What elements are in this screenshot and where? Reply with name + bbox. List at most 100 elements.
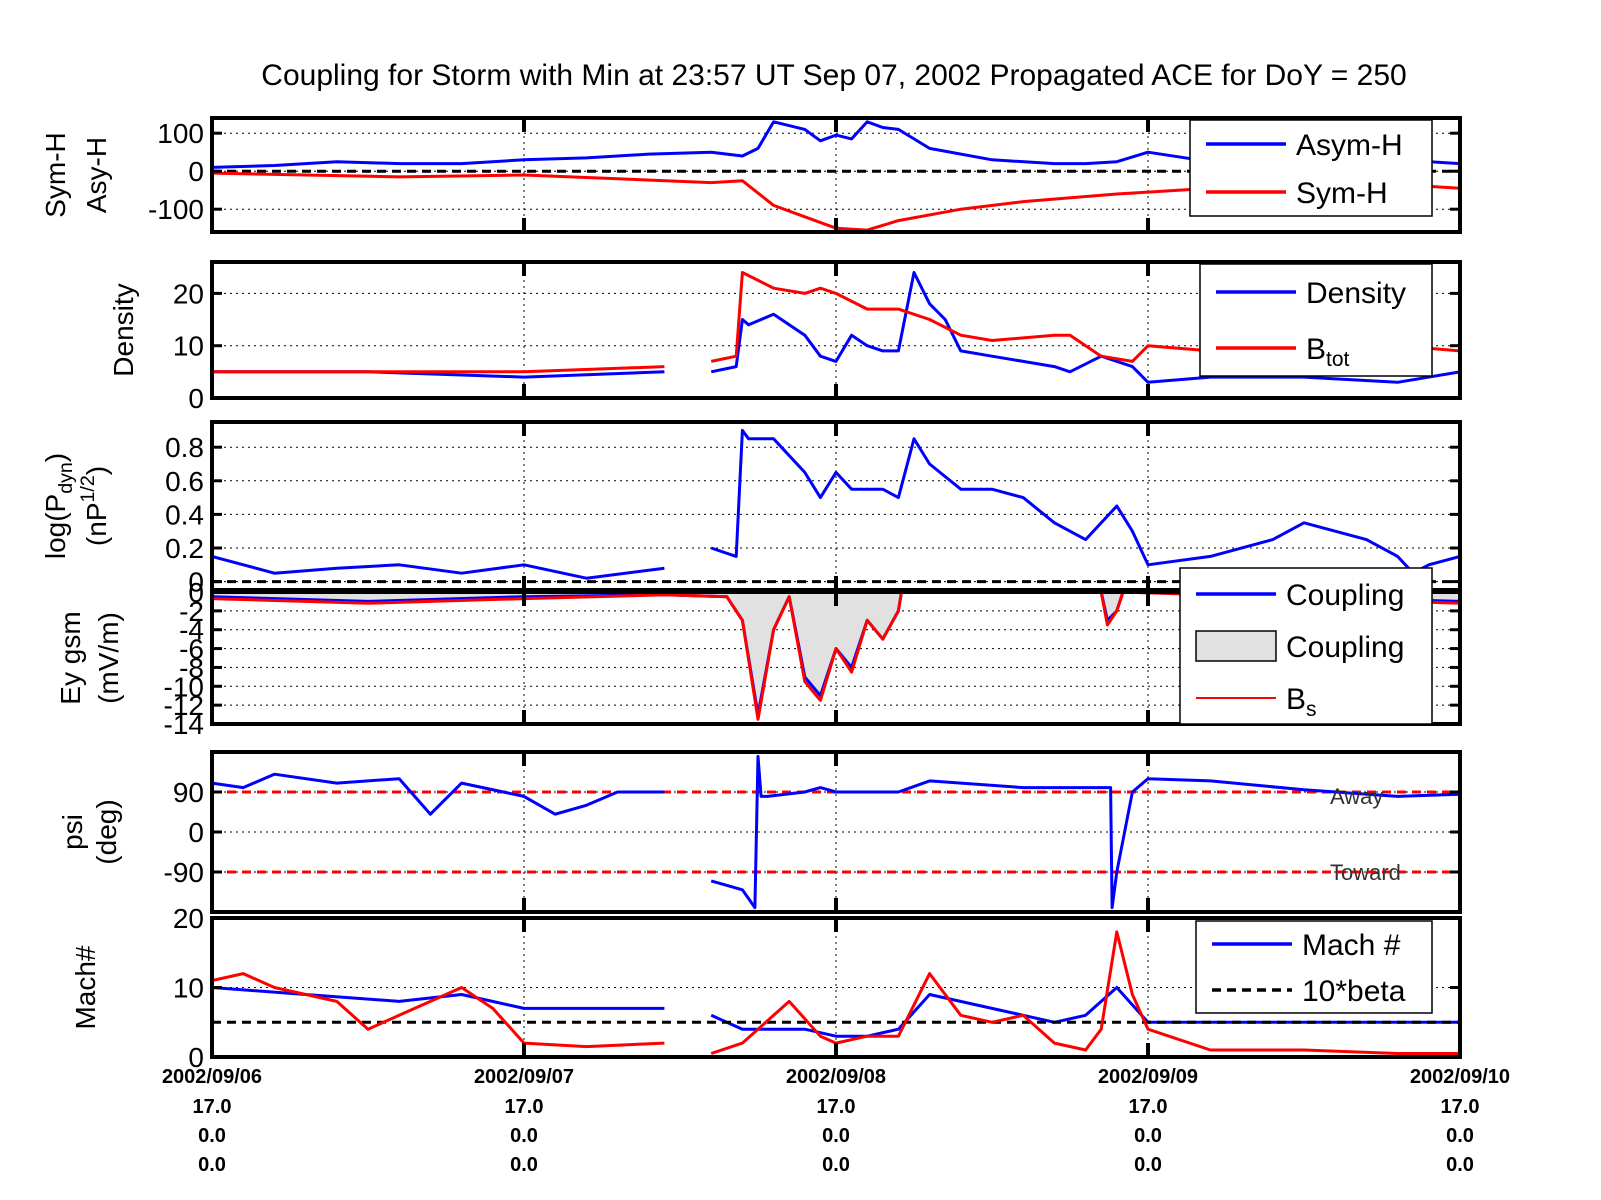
y-tick-label: -2	[179, 596, 204, 627]
legend-label: Coupling	[1286, 579, 1404, 612]
y-tick-label: 0	[188, 1042, 204, 1073]
y-axis-label: log(Pdyn)	[40, 453, 77, 559]
x-tick-date: 2002/09/09	[1098, 1066, 1198, 1088]
x-tick-line2: 0.0	[822, 1125, 850, 1147]
y-tick-label: 10	[173, 331, 204, 362]
x-tick-group: 2002/09/09 17.0 0.0 0.0	[1098, 1066, 1198, 1176]
x-tick-line3: 0.0	[1446, 1154, 1474, 1176]
marks	[212, 271, 1460, 384]
legend-label: Asym-H	[1296, 129, 1403, 162]
legend: Density Btot	[1199, 263, 1433, 377]
y-tick-label: -4	[179, 615, 204, 646]
x-tick-date: 2002/09/08	[786, 1066, 886, 1088]
y-tick-label: 0.8	[165, 432, 204, 463]
y-tick-label: -12	[164, 690, 204, 721]
series-b-tot-seg-1	[710, 271, 1460, 363]
y-tick-label: 0	[188, 156, 204, 187]
x-tick-line1: 17.0	[505, 1096, 544, 1118]
legend: Asym-H Sym-H	[1189, 119, 1433, 217]
y-axis-label: Asy-H	[81, 137, 112, 213]
y-tick-label: -10	[164, 671, 204, 702]
x-tick-line3: 0.0	[1134, 1154, 1162, 1176]
y-axis-label: psi	[57, 814, 88, 850]
coupling-area	[212, 592, 1460, 715]
y-axis-label: (mV/m)	[93, 612, 124, 704]
x-tick-date: 2002/09/10	[1410, 1066, 1510, 1088]
series-line-seg-0	[212, 554, 665, 580]
y-tick-label: 20	[173, 278, 204, 309]
series-line-seg-0	[212, 772, 665, 816]
legend-label: Coupling	[1286, 631, 1404, 664]
x-tick-line2: 0.0	[1134, 1125, 1162, 1147]
annotation-away: Away	[1330, 784, 1383, 809]
series-b-tot-seg-0	[212, 365, 665, 374]
x-tick-line3: 0.0	[198, 1154, 226, 1176]
x-tick-line2: 0.0	[1446, 1125, 1474, 1147]
panel-5: Away Toward 90 0 -90 psi (deg)	[57, 750, 1462, 914]
panel-2: 0 10 20 Density Density Btot	[108, 260, 1462, 414]
legend-label: Sym-H	[1296, 177, 1388, 210]
legend-label: Btot	[1306, 333, 1350, 371]
series-line-seg-1	[710, 754, 1460, 910]
y-axis-label: Density	[108, 283, 139, 376]
x-tick-line2: 0.0	[198, 1125, 226, 1147]
x-axis-labels: 2002/09/06 17.0 0.0 0.0 2002/09/07 17.0 0.0 0.0…	[162, 1066, 1510, 1176]
annotation-toward: Toward	[1330, 860, 1401, 885]
panel-6: 0 10 20 Mach# Mach # 10*beta	[70, 903, 1462, 1073]
y-axis-label: Ey gsm	[55, 611, 86, 704]
gridlines	[212, 752, 1460, 912]
legend-label: Bs	[1286, 683, 1317, 721]
y-tick-label: -14	[164, 709, 204, 740]
y-tick-label: 20	[173, 903, 204, 934]
y-tick-label: 90	[173, 777, 204, 808]
legend: Coupling Coupling Bs	[1179, 567, 1433, 725]
x-tick-date: 2002/09/06	[162, 1066, 262, 1088]
y-axis-label: (nP1/2)	[77, 466, 112, 546]
panel-1: 100 0 -100 Sym-H Asy-H Asym-H Sym-H	[40, 116, 1462, 234]
y-tick-label: 0	[188, 577, 204, 608]
x-tick-group: 2002/09/08 17.0 0.0 0.0	[786, 1066, 886, 1176]
x-tick-group: 2002/09/06 17.0 0.0 0.0	[162, 1066, 262, 1176]
y-tick-label: 0.2	[165, 533, 204, 564]
legend: Mach # 10*beta	[1195, 920, 1433, 1014]
legend-label: Density	[1306, 277, 1406, 310]
y-tick-label: 0.6	[165, 466, 204, 497]
y-tick-label: 10	[173, 973, 204, 1004]
x-tick-group: 2002/09/10 17.0 0.0 0.0	[1410, 1066, 1510, 1176]
y-tick-label: 0	[188, 567, 204, 598]
y-tick-label: -100	[148, 194, 204, 225]
y-tick-label: 0	[188, 383, 204, 414]
y-tick-label: 0.4	[165, 499, 204, 530]
series-asym-h-seg-0	[212, 120, 1460, 169]
y-axis-label: (deg)	[91, 799, 122, 864]
x-tick-line1: 17.0	[817, 1096, 856, 1118]
legend-label: Mach #	[1302, 929, 1401, 962]
y-tick-label: -6	[179, 634, 204, 665]
marks	[212, 930, 1460, 1055]
x-tick-line3: 0.0	[510, 1154, 538, 1176]
y-axis-label: Mach#	[70, 945, 101, 1029]
series-line-seg-1	[710, 428, 1460, 575]
y-tick-label: 0	[188, 817, 204, 848]
x-tick-group: 2002/09/07 17.0 0.0 0.0	[474, 1066, 574, 1176]
series-density-seg-1	[710, 271, 1460, 384]
x-tick-line2: 0.0	[510, 1125, 538, 1147]
marks	[212, 754, 1460, 910]
marks	[212, 592, 1460, 721]
x-tick-line3: 0.0	[822, 1154, 850, 1176]
y-tick-label: -8	[179, 652, 204, 683]
x-tick-line1: 17.0	[1129, 1096, 1168, 1118]
y-tick-label: 100	[157, 118, 204, 149]
legend-label: 10*beta	[1302, 975, 1406, 1008]
y-axis-label: Sym-H	[40, 132, 71, 218]
x-tick-line1: 17.0	[193, 1096, 232, 1118]
x-tick-date: 2002/09/07	[474, 1066, 574, 1088]
chart-title: Coupling for Storm with Min at 23:57 UT …	[261, 59, 1406, 92]
series-line-seg-0	[212, 972, 665, 1049]
y-tick-label: -90	[164, 857, 204, 888]
x-tick-line1: 17.0	[1441, 1096, 1480, 1118]
series-line-seg-1	[710, 930, 1460, 1055]
series-b-s-seg-0	[212, 592, 1460, 721]
